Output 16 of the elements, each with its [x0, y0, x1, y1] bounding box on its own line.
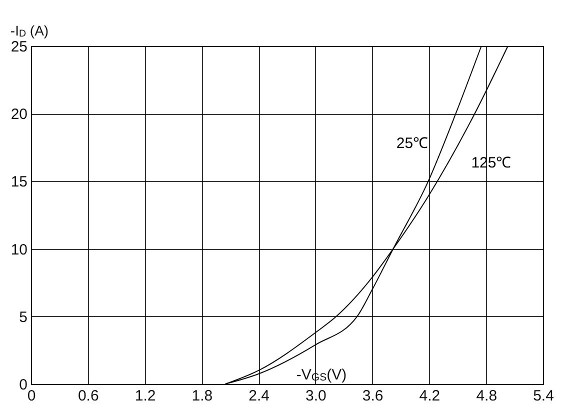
y-tick-label: 25: [10, 38, 28, 56]
x-tick-label: 3.0: [306, 388, 326, 404]
series-label: 25℃: [396, 135, 428, 152]
y-tick-label: 20: [10, 106, 28, 124]
x-tick-label: 5.4: [533, 388, 554, 404]
x-tick-label: 4.2: [419, 388, 440, 404]
y-tick-label: 15: [10, 174, 28, 191]
x-tick-label: 1.2: [134, 388, 156, 404]
y-tick-label: 10: [10, 241, 28, 258]
x-tick-label: 4.8: [476, 388, 498, 404]
x-tick-label: 2.4: [248, 388, 270, 404]
x-tick-label: 3.6: [362, 388, 384, 404]
x-tick-label: 0.6: [78, 388, 99, 404]
y-tick-label: 5: [19, 308, 28, 326]
x-tick-label: 1.8: [192, 388, 213, 404]
y-tick-label: 0: [19, 376, 28, 394]
